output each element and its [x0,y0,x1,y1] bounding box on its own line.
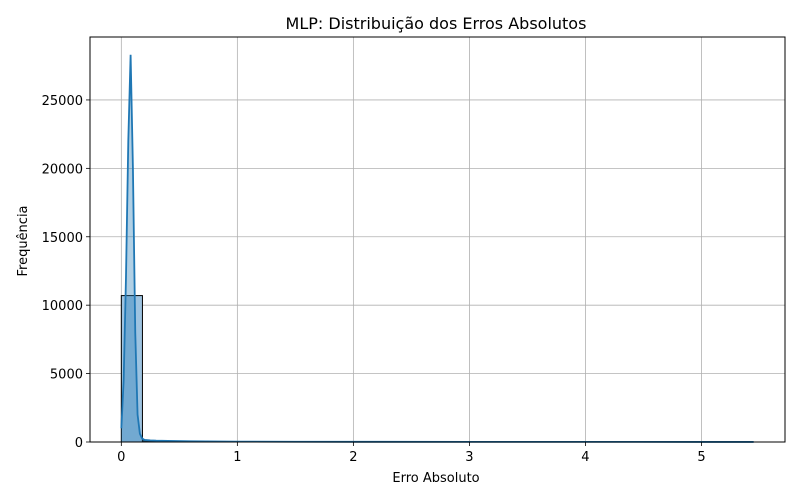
y-tick-label: 5000 [50,368,83,383]
plot-frame [90,37,785,442]
x-tick-label: 3 [465,450,473,465]
y-tick-label: 15000 [42,231,83,246]
y-tick-label: 10000 [42,299,83,314]
y-tick-label: 25000 [42,94,83,109]
y-tick-label: 20000 [42,162,83,177]
grid-lines [90,37,785,442]
x-axis-label: Erro Absoluto [392,471,479,486]
histogram-bars [121,296,290,442]
x-tick-label: 4 [581,450,589,465]
chart-title: MLP: Distribuição dos Erros Absolutos [286,14,587,33]
kde-line [121,55,753,442]
x-tick-label: 0 [117,450,125,465]
x-tick-label: 2 [349,450,357,465]
x-tick-label: 1 [233,450,241,465]
y-tick-label: 0 [75,436,83,451]
x-tick-label: 5 [697,450,705,465]
y-axis-label: Frequência [16,205,31,276]
kde-area [121,55,753,442]
kde-curve [121,55,753,442]
